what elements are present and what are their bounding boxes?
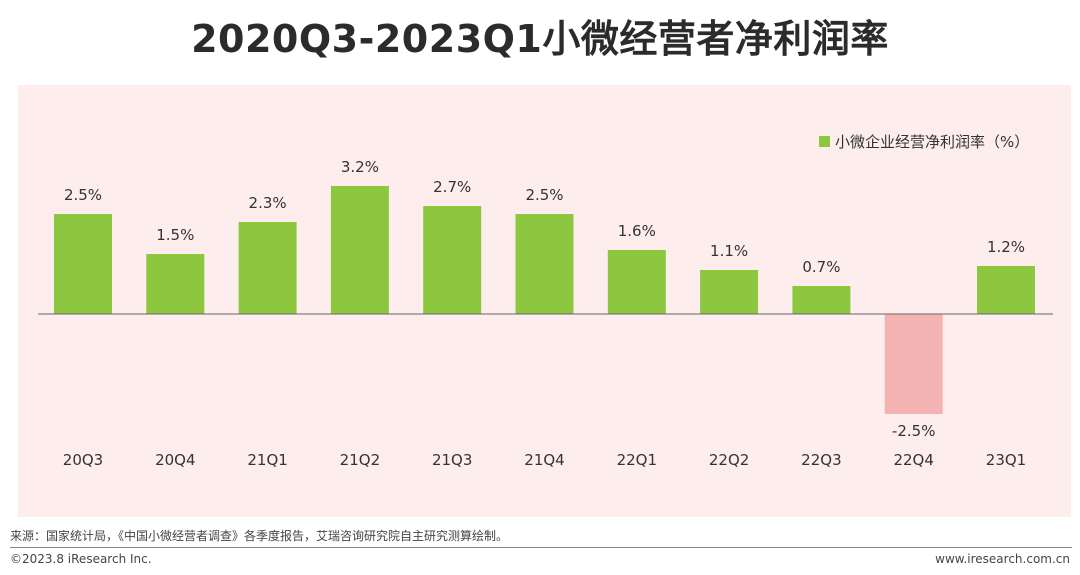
bar-23Q1 xyxy=(977,266,1035,314)
bar-21Q2 xyxy=(330,186,389,314)
data-label-21Q2: 3.2% xyxy=(341,158,379,176)
page-title: 2020Q3-2023Q1小微经营者净利润率 xyxy=(191,17,889,61)
data-label-20Q3: 2.5% xyxy=(64,186,102,204)
bar-21Q4 xyxy=(515,214,574,314)
data-label-21Q4: 2.5% xyxy=(525,186,563,204)
category-label-21Q1: 21Q1 xyxy=(247,451,287,469)
footer-divider xyxy=(10,547,1072,548)
bar-22Q1 xyxy=(607,250,666,314)
legend-swatch xyxy=(819,136,830,147)
category-label-22Q1: 22Q1 xyxy=(617,451,657,469)
category-label-20Q3: 20Q3 xyxy=(63,451,103,469)
copyright: ©2023.8 iResearch Inc. xyxy=(10,552,152,566)
data-label-22Q2: 1.1% xyxy=(710,242,748,260)
category-label-23Q1: 23Q1 xyxy=(986,451,1026,469)
bar-20Q4 xyxy=(146,254,205,314)
source-note: 来源：国家统计局，《中国小微经营者调查》各季度报告，艾瑞咨询研究院自主研究测算绘… xyxy=(10,529,509,543)
category-label-21Q3: 21Q3 xyxy=(432,451,472,469)
bar-22Q4 xyxy=(884,314,943,414)
data-label-21Q3: 2.7% xyxy=(433,178,471,196)
data-label-22Q3: 0.7% xyxy=(802,258,840,276)
bar-22Q2 xyxy=(700,270,759,314)
category-label-21Q2: 21Q2 xyxy=(340,451,380,469)
category-label-22Q2: 22Q2 xyxy=(709,451,749,469)
data-label-21Q1: 2.3% xyxy=(249,194,287,212)
category-label-20Q4: 20Q4 xyxy=(155,451,195,469)
category-label-22Q3: 22Q3 xyxy=(801,451,841,469)
data-label-20Q4: 1.5% xyxy=(156,226,194,244)
data-label-23Q1: 1.2% xyxy=(987,238,1025,256)
category-label-21Q4: 21Q4 xyxy=(524,451,564,469)
data-label-22Q4: -2.5% xyxy=(892,422,936,440)
website-link[interactable]: www.iresearch.com.cn xyxy=(935,552,1070,566)
category-label-22Q4: 22Q4 xyxy=(893,451,933,469)
legend-label: 小微企业经营净利润率（%） xyxy=(835,133,1030,151)
bar-20Q3 xyxy=(54,214,112,314)
data-label-22Q1: 1.6% xyxy=(618,222,656,240)
bar-21Q3 xyxy=(423,206,482,314)
bar-21Q1 xyxy=(238,222,297,314)
legend: 小微企业经营净利润率（%） xyxy=(819,131,1029,152)
bar-22Q3 xyxy=(792,286,851,314)
